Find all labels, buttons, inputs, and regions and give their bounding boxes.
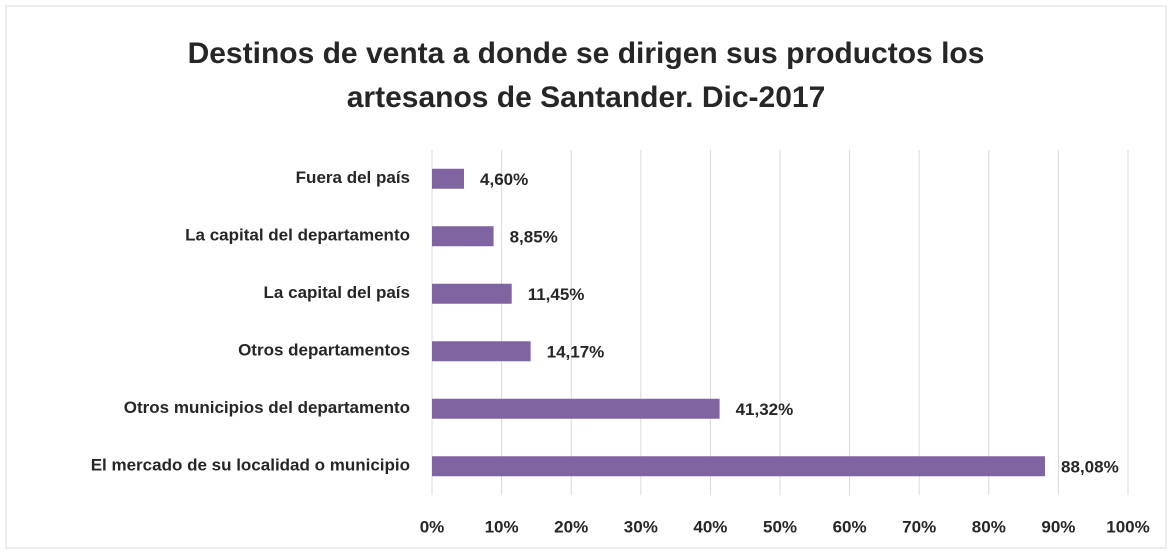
bar: [432, 168, 465, 189]
y-tick-label: Fuera del país: [296, 168, 410, 187]
y-tick-label: La capital del país: [264, 283, 410, 302]
bar: [432, 398, 720, 419]
data-label: 41,32%: [736, 400, 794, 419]
chart-title: Destinos de venta a donde se dirigen sus…: [187, 37, 985, 114]
x-tick-label: 90%: [1041, 517, 1075, 536]
x-tick-label: 10%: [485, 517, 519, 536]
x-tick-label: 40%: [693, 517, 727, 536]
y-tick-label: El mercado de su localidad o municipio: [91, 456, 410, 475]
bar: [432, 341, 531, 362]
data-label: 4,60%: [480, 170, 528, 189]
data-label: 14,17%: [547, 343, 605, 362]
y-tick-label: La capital del departamento: [185, 226, 410, 245]
x-tick-label: 30%: [624, 517, 658, 536]
y-tick-label: Otros departamentos: [238, 341, 410, 360]
bar: [432, 456, 1046, 477]
x-tick-label: 0%: [420, 517, 445, 536]
bar: [432, 283, 512, 304]
bar: [432, 226, 494, 247]
x-tick-label: 50%: [763, 517, 797, 536]
data-label: 88,08%: [1061, 458, 1119, 477]
x-tick-label: 100%: [1106, 517, 1149, 536]
x-tick-label: 60%: [833, 517, 867, 536]
data-label: 8,85%: [510, 228, 558, 247]
x-tick-label: 80%: [972, 517, 1006, 536]
y-tick-label: Otros municipios del departamento: [124, 398, 410, 417]
x-tick-label: 70%: [902, 517, 936, 536]
x-tick-label: 20%: [554, 517, 588, 536]
data-label: 11,45%: [528, 285, 585, 304]
